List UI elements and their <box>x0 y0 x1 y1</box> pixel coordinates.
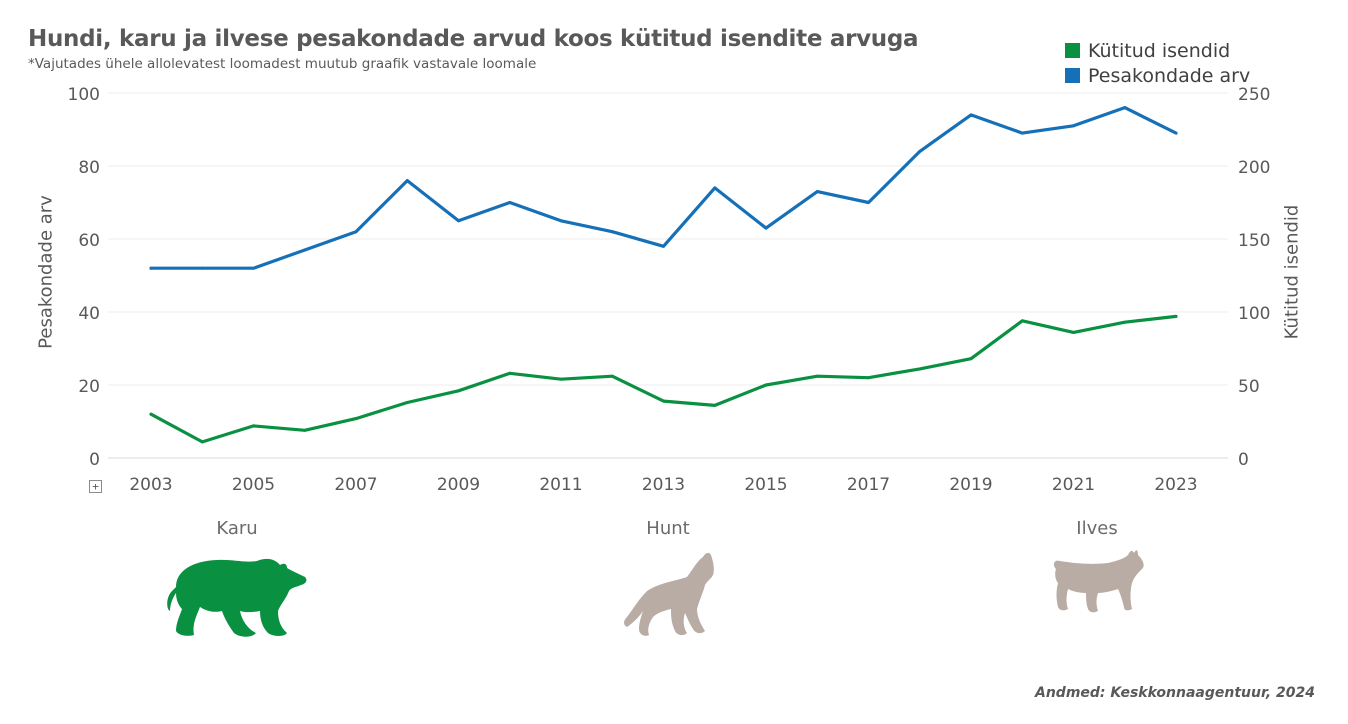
data-point-hunted <box>713 404 717 407</box>
x-tick-label: 2011 <box>539 475 582 495</box>
x-tick-label: 2015 <box>744 475 787 495</box>
y-left-tick-label: 80 <box>78 158 100 178</box>
y-axis-left-label: Pesakondade arv <box>35 195 57 349</box>
y-right-tick-label: 200 <box>1238 158 1270 178</box>
wolf-icon <box>624 552 714 636</box>
data-point-litters <box>1072 124 1075 128</box>
y-right-tick-label: 100 <box>1238 304 1270 324</box>
y-right-tick-label: 0 <box>1238 450 1249 470</box>
animal-button-wolf[interactable]: Hunt <box>588 518 748 646</box>
data-point-litters <box>149 266 153 270</box>
legend-label-litters: Pesakondade arv <box>1088 64 1251 87</box>
x-tick-label: 2023 <box>1154 475 1197 495</box>
series-line-hunted <box>149 314 1178 444</box>
chart-title: Hundi, karu ja ilvese pesakondade arvud … <box>28 26 919 52</box>
data-point-hunted <box>610 374 614 378</box>
bear-icon <box>167 558 307 637</box>
data-point-litters <box>252 266 255 270</box>
y-left-tick-label: 20 <box>78 377 100 397</box>
x-tick-label: 2005 <box>232 475 275 495</box>
y-right-tick-label: 150 <box>1238 231 1270 251</box>
data-point-hunted <box>1123 320 1127 324</box>
legend: Kütitud isendid Pesakondade arv <box>1065 38 1250 88</box>
x-tick-label: 2009 <box>437 475 480 495</box>
y-left-tick-label: 40 <box>78 304 100 324</box>
data-point-hunted <box>149 412 153 416</box>
data-point-litters <box>559 219 563 223</box>
data-point-litters <box>1020 131 1024 135</box>
data-point-litters <box>354 230 358 234</box>
data-point-hunted <box>764 383 768 387</box>
data-point-litters <box>764 226 768 230</box>
data-point-litters <box>713 186 717 190</box>
animal-label-lynx: Ilves <box>1076 518 1118 539</box>
data-point-hunted <box>1020 319 1024 323</box>
legend-item-litters[interactable]: Pesakondade arv <box>1065 63 1250 88</box>
x-tick-label: 2013 <box>642 475 685 495</box>
data-point-litters <box>662 244 665 248</box>
animal-button-lynx[interactable]: Ilves <box>1017 518 1177 621</box>
animal-label-bear: Karu <box>216 518 258 539</box>
animal-label-wolf: Hunt <box>646 518 690 539</box>
data-point-hunted <box>405 401 409 404</box>
data-point-hunted <box>867 376 870 380</box>
animal-button-bear[interactable]: Karu <box>157 518 317 646</box>
x-tick-label: 2003 <box>129 475 172 495</box>
x-tick-label: 2017 <box>847 475 890 495</box>
y-left-tick-label: 100 <box>68 85 100 105</box>
legend-label-hunted: Kütitud isendid <box>1088 39 1231 62</box>
data-point-hunted <box>508 371 512 375</box>
lynx-icon <box>1053 550 1144 613</box>
y-axis-right-label: Kütitud isendid <box>1281 204 1303 340</box>
x-tick-label: 2007 <box>334 475 377 495</box>
data-point-litters <box>867 201 870 204</box>
data-point-hunted <box>303 428 307 432</box>
x-tick-label: 2019 <box>949 475 992 495</box>
y-left-tick-label: 0 <box>89 450 100 470</box>
series-line-litters <box>149 105 1178 270</box>
data-point-hunted <box>252 424 255 428</box>
data-point-litters <box>457 219 460 223</box>
x-tick-label: 2021 <box>1052 475 1095 495</box>
data-point-litters <box>610 230 614 234</box>
expand-icon[interactable]: + <box>89 480 102 493</box>
data-point-hunted <box>662 399 665 403</box>
data-point-hunted <box>918 367 922 371</box>
data-point-hunted <box>559 377 563 381</box>
y-left-tick-label: 60 <box>78 231 100 251</box>
data-point-litters <box>303 248 307 252</box>
legend-item-hunted[interactable]: Kütitud isendid <box>1065 38 1250 63</box>
data-point-hunted <box>1072 331 1075 334</box>
data-point-hunted <box>969 357 973 361</box>
data-point-litters <box>200 266 204 270</box>
data-point-hunted <box>354 417 358 420</box>
chart-subtitle: *Vajutades ühele allolevatest loomadest … <box>28 56 537 72</box>
data-point-litters <box>508 201 512 204</box>
data-point-litters <box>1174 131 1178 135</box>
data-point-hunted <box>200 440 204 444</box>
y-right-tick-label: 250 <box>1238 85 1270 105</box>
data-source: Andmed: Keskkonnaagentuur, 2024 <box>1035 685 1315 701</box>
legend-swatch-litters <box>1065 68 1080 83</box>
data-point-litters <box>405 179 409 183</box>
data-point-hunted <box>457 389 460 393</box>
data-point-litters <box>1123 106 1127 109</box>
legend-swatch-hunted <box>1065 43 1080 58</box>
data-point-litters <box>969 113 973 117</box>
data-point-litters <box>918 150 922 153</box>
data-point-litters <box>815 190 819 193</box>
y-right-tick-label: 50 <box>1238 377 1260 397</box>
data-point-hunted <box>815 374 819 378</box>
data-point-hunted <box>1174 314 1178 318</box>
